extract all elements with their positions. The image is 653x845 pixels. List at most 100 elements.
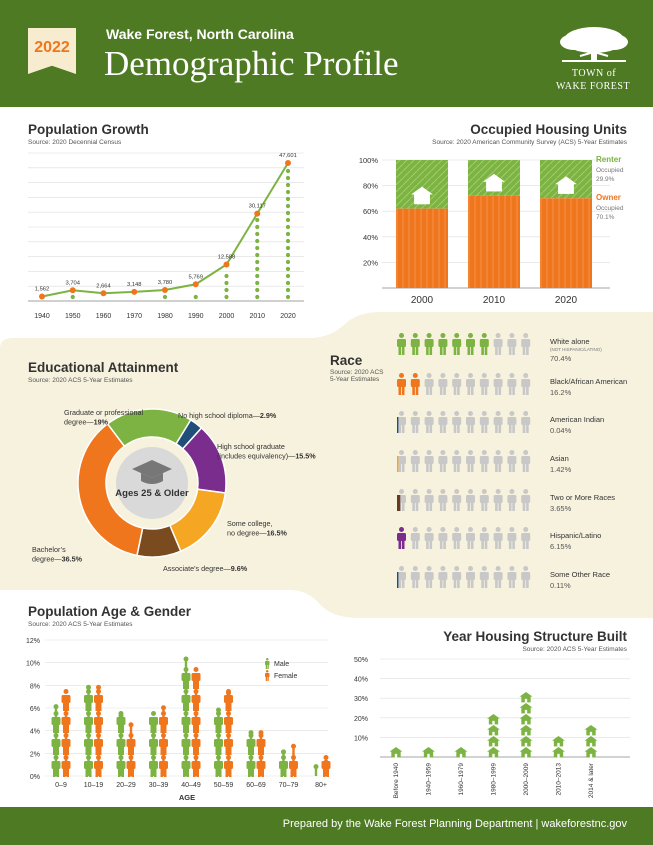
growth-dot <box>285 287 291 293</box>
age-point <box>96 684 101 690</box>
person-figure <box>452 373 462 395</box>
age-point <box>313 764 319 770</box>
x-tick-label: 70–79 <box>279 782 299 789</box>
person-figure <box>397 566 406 588</box>
slice-label: (includes equivalency)—15.5% <box>217 452 316 461</box>
x-tick-label: 1960 <box>96 313 112 320</box>
person-figure <box>224 755 233 777</box>
header-banner <box>0 0 653 107</box>
person-figure <box>289 755 298 777</box>
person-figure <box>521 411 531 433</box>
growth-dot <box>255 231 260 237</box>
person-figure <box>410 450 420 472</box>
person-figure <box>466 450 475 472</box>
x-tick-label: 40–49 <box>181 782 201 789</box>
person-figure <box>466 566 475 588</box>
slice-value: 16.5% <box>267 529 288 538</box>
growth-dot <box>255 252 260 258</box>
person-figure <box>410 411 420 433</box>
owner-bar <box>468 195 520 288</box>
person-figure <box>116 733 126 755</box>
race-value: 3.65% <box>550 504 572 513</box>
person-figure <box>507 450 517 472</box>
person-figure <box>224 733 233 755</box>
age-point <box>118 713 124 719</box>
x-tick-label: 2014 & later <box>588 762 595 798</box>
age-point <box>128 722 134 728</box>
series-line <box>41 162 289 298</box>
race-label: Asian <box>550 454 569 463</box>
donut-slice <box>106 408 192 448</box>
y-tick-label: 30% <box>354 696 368 703</box>
y-tick-label: 50% <box>354 657 368 664</box>
person-figure <box>214 755 223 777</box>
x-tick-label: 2000–2009 <box>523 763 530 796</box>
y-tick-label: 12% <box>26 638 40 645</box>
x-tick-label: 1940 <box>34 313 50 320</box>
person-figure <box>493 373 503 395</box>
data-label: 3,780 <box>158 280 173 286</box>
age-point <box>161 705 166 711</box>
person-figure <box>452 333 462 355</box>
person-figure <box>521 566 531 588</box>
person-figure <box>493 527 503 549</box>
person-figure <box>94 711 103 733</box>
person-figure <box>438 411 448 433</box>
house-icon <box>584 747 598 758</box>
house-icon <box>555 176 577 194</box>
data-point <box>162 287 168 294</box>
person-figure <box>397 527 406 549</box>
x-tick-label: 2020 <box>280 313 296 320</box>
person-figure <box>84 755 93 777</box>
slice-label: no degree—16.5% <box>227 529 288 538</box>
person-figure <box>493 411 503 433</box>
education-title: Educational Attainment <box>28 360 179 375</box>
growth-dot <box>285 238 291 244</box>
person-figure <box>452 411 462 433</box>
data-label: 47,601 <box>279 153 297 159</box>
house-icon <box>422 747 435 758</box>
partial-figure <box>397 495 401 511</box>
person-figure <box>424 411 434 433</box>
age-bar-male <box>249 730 253 776</box>
y-tick-label: 40% <box>354 677 368 684</box>
growth-dot <box>285 266 291 272</box>
person-figure <box>149 755 158 777</box>
growth-dot <box>285 182 291 188</box>
person-figure <box>479 527 489 549</box>
legend-sub: Occupied <box>596 205 624 212</box>
y-tick-label: 80% <box>363 182 378 191</box>
y-tick-label: 0% <box>30 774 40 781</box>
growth-dot <box>162 294 168 300</box>
person-figure <box>479 333 489 355</box>
age-gender-chart: 12% 10% 8% 6% 4% 2% 0% 0–9 10–19 20–29 30–39 40–49 5… <box>26 638 331 802</box>
house-icon <box>584 736 598 747</box>
x-tick-label: 1960–1979 <box>458 763 465 796</box>
person-figure <box>438 566 448 588</box>
person-figure <box>84 711 93 733</box>
x-tick-label: 2010–2013 <box>556 763 563 796</box>
person-figure <box>126 755 136 777</box>
person-figure <box>94 689 103 711</box>
person-figure <box>424 527 434 549</box>
race-source: Source: 2020 ACS 5-Year Estimates <box>330 369 384 383</box>
partial-figure <box>397 572 399 588</box>
person-figure <box>181 667 191 689</box>
x-axis-label: AGE <box>179 793 195 802</box>
x-tick-label: 10–19 <box>84 782 104 789</box>
y-tick-label: 60% <box>363 207 378 216</box>
house-icon <box>487 747 500 758</box>
growth-dot <box>285 259 291 265</box>
person-figure <box>397 333 406 355</box>
race-note: (NOT HISPANIC/LATINO) <box>550 347 602 352</box>
person-figure <box>191 689 201 711</box>
data-point <box>192 281 199 288</box>
person-figure <box>51 755 61 777</box>
person-figure <box>279 755 288 777</box>
age-point <box>291 743 296 749</box>
age-point <box>258 730 264 736</box>
data-point <box>131 288 138 295</box>
person-figure <box>479 489 489 511</box>
house-icon <box>584 725 598 736</box>
person-figure <box>181 711 191 733</box>
